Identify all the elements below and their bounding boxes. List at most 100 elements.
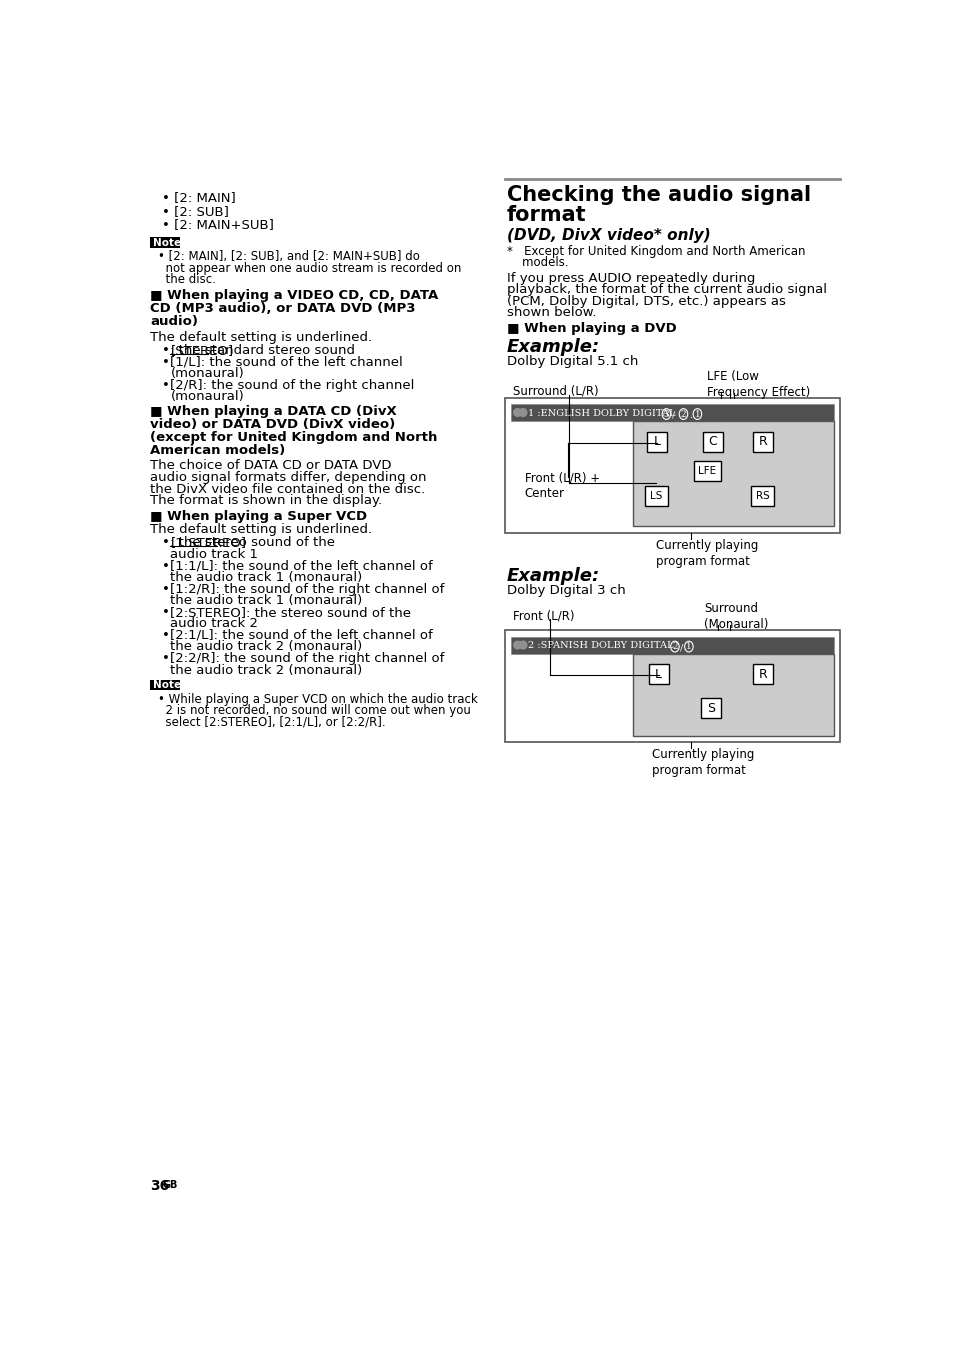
Text: (except for United Kingdom and North: (except for United Kingdom and North [150,431,437,443]
Bar [150,680,179,691]
Text: American models): American models) [150,443,285,457]
Text: 36: 36 [150,1179,170,1192]
Text: the audio track 2 (monaural): the audio track 2 (monaural) [171,664,362,676]
Text: the audio track 1 (monaural): the audio track 1 (monaural) [171,595,362,607]
Text: 1: 1 [685,642,691,652]
Text: : the stereo sound of the: : the stereo sound of the [171,537,335,549]
Text: [1:2/R]: the sound of the right channel of: [1:2/R]: the sound of the right channel … [171,583,444,596]
Text: GB: GB [162,1180,178,1190]
Text: shown below.: shown below. [506,307,596,319]
Text: format: format [506,206,586,226]
Text: ■ When playing a DATA CD (DivX: ■ When playing a DATA CD (DivX [150,404,396,418]
Circle shape [513,641,521,649]
Text: •: • [162,583,170,596]
Text: playback, the format of the current audio signal: playback, the format of the current audi… [506,283,826,296]
Text: Dolby Digital 3 ch: Dolby Digital 3 ch [506,584,625,598]
Text: (monaural): (monaural) [171,366,244,380]
Bar [633,420,833,526]
Bar [702,431,722,452]
Text: ■ When playing a Super VCD: ■ When playing a Super VCD [150,510,367,523]
Text: ■ When playing a VIDEO CD, CD, DATA: ■ When playing a VIDEO CD, CD, DATA [150,289,438,303]
Text: [2:1/L]: the sound of the left channel of: [2:1/L]: the sound of the left channel o… [171,629,433,642]
Text: /: / [671,411,675,420]
Text: R: R [758,435,767,449]
Text: CD (MP3 audio), or DATA DVD (MP3: CD (MP3 audio), or DATA DVD (MP3 [150,303,416,315]
Text: • [2: MAIN], [2: SUB], and [2: MAIN+SUB] do: • [2: MAIN], [2: SUB], and [2: MAIN+SUB]… [158,250,419,264]
Text: •: • [162,537,170,549]
Text: • [2: MAIN+SUB]: • [2: MAIN+SUB] [162,218,274,231]
Bar [648,664,668,684]
Text: [1/L]: the sound of the left channel: [1/L]: the sound of the left channel [171,356,403,369]
Text: 1: 1 [694,410,700,419]
Text: Front (L/R) +
Center: Front (L/R) + Center [524,470,599,500]
Text: (monaural): (monaural) [171,391,244,403]
Text: : the standard stereo sound: : the standard stereo sound [171,343,355,357]
Text: Currently playing
program format: Currently playing program format [652,748,754,777]
Text: [2:STEREO]: the stereo sound of the: [2:STEREO]: the stereo sound of the [171,606,411,619]
Text: •: • [162,343,170,357]
Text: • [2: SUB]: • [2: SUB] [162,204,229,218]
Text: •: • [162,606,170,619]
Text: C: C [708,435,717,449]
Text: Note: Note [152,680,180,691]
Text: The format is shown in the display.: The format is shown in the display. [150,493,382,507]
Text: audio signal formats differ, depending on: audio signal formats differ, depending o… [150,470,426,484]
Text: •: • [162,652,170,665]
Text: •: • [162,629,170,642]
Text: not appear when one audio stream is recorded on: not appear when one audio stream is reco… [158,261,461,274]
Bar [644,485,667,506]
Bar [693,461,720,481]
Bar [753,431,773,452]
Text: Example:: Example: [506,338,599,356]
Text: [1:STEREO]: [1:STEREO] [171,537,246,549]
Bar [633,653,833,735]
Circle shape [518,641,526,649]
Text: *   Except for United Kingdom and North American: * Except for United Kingdom and North Am… [506,246,804,258]
Text: •: • [162,356,170,369]
Text: • [2: MAIN]: • [2: MAIN] [162,192,235,204]
Text: L: L [655,668,661,681]
Text: Note: Note [152,238,180,247]
Text: Checking the audio signal: Checking the audio signal [506,185,810,206]
Text: Surround (L/R): Surround (L/R) [513,384,598,397]
Text: The default setting is underlined.: The default setting is underlined. [150,523,372,537]
Text: Front (L/R): Front (L/R) [513,610,574,623]
Text: The choice of DATA CD or DATA DVD: The choice of DATA CD or DATA DVD [150,460,392,472]
Text: Surround
(Monaural): Surround (Monaural) [703,602,768,631]
Text: Currently playing
program format: Currently playing program format [656,538,758,568]
Text: 3: 3 [663,410,668,419]
Text: RS: RS [755,491,768,500]
Text: .: . [688,411,691,420]
Text: The default setting is underlined.: The default setting is underlined. [150,331,372,343]
Text: select [2:STEREO], [2:1/L], or [2:2/R].: select [2:STEREO], [2:1/L], or [2:2/R]. [158,715,385,729]
Text: the disc.: the disc. [158,273,215,287]
Text: • While playing a Super VCD on which the audio track: • While playing a Super VCD on which the… [158,692,477,706]
Bar [505,630,840,742]
Text: [STEREO]: [STEREO] [171,343,233,357]
Text: ■ When playing a DVD: ■ When playing a DVD [506,322,676,335]
Bar [700,698,720,718]
Text: 2: 2 [672,642,677,652]
Text: 1 :ENGLISH DOLBY DIGITAL: 1 :ENGLISH DOLBY DIGITAL [528,408,676,418]
Text: the audio track 2 (monaural): the audio track 2 (monaural) [171,641,362,653]
Text: [2/R]: the sound of the right channel: [2/R]: the sound of the right channel [171,379,415,392]
Bar [511,404,833,420]
Text: LFE: LFE [698,466,716,476]
Text: If you press AUDIO repeatedly during: If you press AUDIO repeatedly during [506,272,755,284]
Text: video) or DATA DVD (DivX video): video) or DATA DVD (DivX video) [150,418,395,431]
Text: •: • [162,560,170,572]
Bar [753,664,773,684]
Text: 2: 2 [679,410,685,419]
Text: R: R [758,668,767,681]
Text: 2 is not recorded, no sound will come out when you: 2 is not recorded, no sound will come ou… [158,704,471,718]
Text: audio track 1: audio track 1 [171,548,258,561]
Bar [505,397,840,533]
Text: (DVD, DivX video* only): (DVD, DivX video* only) [506,228,710,243]
Text: [2:2/R]: the sound of the right channel of: [2:2/R]: the sound of the right channel … [171,652,444,665]
Text: •: • [162,379,170,392]
Text: Dolby Digital 5.1 ch: Dolby Digital 5.1 ch [506,354,638,368]
Circle shape [518,408,526,416]
Text: Example:: Example: [506,568,599,585]
Text: 2 :SPANISH DOLBY DIGITAL: 2 :SPANISH DOLBY DIGITAL [528,641,674,650]
Bar [150,237,179,247]
